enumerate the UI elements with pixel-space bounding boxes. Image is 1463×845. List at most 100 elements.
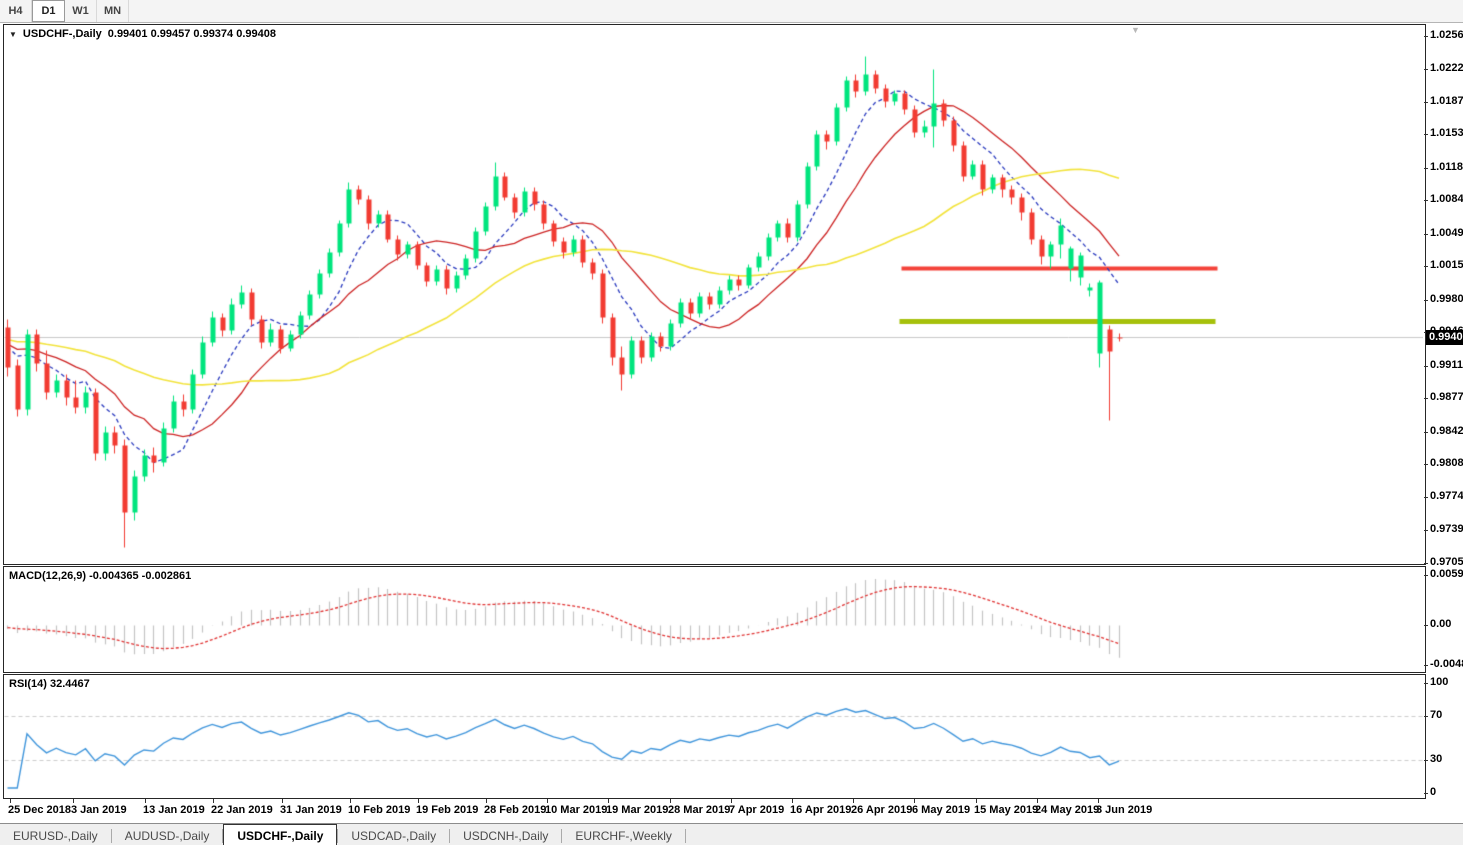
date-label: 22 Jan 2019: [211, 804, 273, 816]
macd-canvas[interactable]: [4, 567, 1423, 670]
axis-tick: [1424, 497, 1428, 498]
date-tick: [547, 799, 548, 803]
axis-tick: [1424, 36, 1428, 37]
date-tick: [145, 799, 146, 803]
date-label: 6 May 2019: [912, 804, 971, 816]
rsi-canvas[interactable]: [4, 675, 1423, 796]
price-tick-label: 1.02220: [1430, 62, 1463, 74]
chart-tab-usdchf[interactable]: USDCHF-,Daily: [223, 824, 338, 845]
date-tick: [914, 799, 915, 803]
timeframe-button-d1[interactable]: D1: [32, 0, 65, 22]
rsi-tick-label: 100: [1430, 676, 1449, 688]
date-label: 3 Jun 2019: [1096, 804, 1153, 816]
price-tick-label: 1.01870: [1430, 95, 1463, 107]
axis-tick: [1424, 575, 1428, 576]
date-tick: [73, 799, 74, 803]
axis-tick: [1424, 625, 1428, 626]
date-tick: [853, 799, 854, 803]
macd-label: MACD(12,26,9) -0.004365 -0.002861: [9, 570, 192, 582]
axis-tick: [1424, 683, 1428, 684]
date-label: 7 Apr 2019: [729, 804, 785, 816]
tab-separator: [110, 829, 112, 843]
price-tick-label: 1.00490: [1430, 227, 1463, 239]
chart-tab-audusd[interactable]: AUDUSD-,Daily: [124, 829, 210, 843]
date-tick: [792, 799, 793, 803]
macd-tick-label: -0.004858: [1430, 658, 1463, 670]
price-tick-label: 1.01530: [1430, 127, 1463, 139]
chart-title: ▼ USDCHF-,Daily 0.99401 0.99457 0.99374 …: [9, 28, 276, 40]
rsi-label: RSI(14) 32.4467: [9, 678, 90, 690]
current-price-tag: 0.99408: [1426, 330, 1463, 345]
date-tick: [282, 799, 283, 803]
chart-ohlc-readout: 0.99401 0.99457 0.99374 0.99408: [107, 28, 276, 40]
date-tick: [418, 799, 419, 803]
price-chart-canvas[interactable]: [4, 25, 1423, 562]
date-label: 24 May 2019: [1035, 804, 1100, 816]
symbol-dropdown-icon[interactable]: ▼: [9, 29, 17, 39]
date-label: 31 Jan 2019: [280, 804, 342, 816]
rsi-tick-label: 30: [1430, 753, 1443, 765]
axis-tick: [1424, 464, 1428, 465]
date-label: 19 Mar 2019: [606, 804, 669, 816]
timeframe-button-mn[interactable]: MN: [97, 0, 129, 22]
price-axis[interactable]: 1.02560 1.02220 1.01870 1.01530 1.01180 1.008…: [1424, 0, 1463, 845]
macd-tick-label: 0.005999: [1430, 568, 1463, 580]
price-tick-label: 1.02560: [1430, 29, 1463, 41]
axis-tick: [1424, 234, 1428, 235]
chart-tab-bar: EURUSD-,Daily AUDUSD-,Daily USDCHF-,Daily U…: [0, 823, 1463, 845]
date-label: 28 Mar 2019: [668, 804, 731, 816]
axis-tick: [1424, 69, 1428, 70]
axis-tick: [1424, 716, 1428, 717]
axis-tick: [1424, 563, 1428, 564]
date-tick: [350, 799, 351, 803]
date-tick: [1037, 799, 1038, 803]
chart-tab-usdcnh[interactable]: USDCNH-,Daily: [463, 829, 549, 843]
axis-tick: [1424, 300, 1428, 301]
date-tick: [213, 799, 214, 803]
macd-tick-label: 0.00: [1430, 618, 1452, 630]
tab-separator: [449, 829, 451, 843]
axis-tick: [1424, 102, 1428, 103]
macd-panel: MACD(12,26,9) -0.004365 -0.002861: [3, 566, 1426, 673]
chart-tab-eurchf[interactable]: EURCHF-,Weekly: [575, 829, 672, 843]
tab-separator: [561, 829, 563, 843]
date-tick: [731, 799, 732, 803]
timeframe-toolbar: H4 D1 W1 MN: [0, 0, 1463, 23]
chart-symbol-label: USDCHF-,Daily: [22, 28, 102, 40]
rsi-tick-label: 0: [1430, 786, 1437, 798]
tab-separator: [684, 829, 686, 843]
date-label: 3 Jan 2019: [71, 804, 127, 816]
date-label: 19 Feb 2019: [416, 804, 479, 816]
axis-tick: [1424, 266, 1428, 267]
tab-separator: [222, 829, 224, 843]
date-label: 13 Jan 2019: [143, 804, 205, 816]
date-label: 28 Feb 2019: [484, 804, 547, 816]
axis-tick: [1424, 793, 1428, 794]
timeframe-button-h4[interactable]: H4: [0, 0, 32, 22]
date-label: 25 Dec 2018: [8, 804, 71, 816]
rsi-panel: RSI(14) 32.4467: [3, 674, 1426, 799]
axis-tick: [1424, 168, 1428, 169]
date-label: 16 Apr 2019: [790, 804, 852, 816]
axis-tick: [1424, 432, 1428, 433]
axis-tick: [1424, 134, 1428, 135]
date-axis[interactable]: 25 Dec 2018 3 Jan 2019 13 Jan 2019 22 Jan 2…: [3, 798, 1425, 823]
date-tick: [976, 799, 977, 803]
chart-tab-eurusd[interactable]: EURUSD-,Daily: [13, 829, 98, 843]
date-tick: [1098, 799, 1099, 803]
axis-tick: [1424, 665, 1428, 666]
timeframe-button-w1[interactable]: W1: [65, 0, 97, 22]
chart-tab-usdcad[interactable]: USDCAD-,Daily: [351, 829, 437, 843]
axis-tick: [1424, 200, 1428, 201]
rsi-tick-label: 70: [1430, 709, 1443, 721]
axis-tick: [1424, 398, 1428, 399]
date-label: 10 Mar 2019: [545, 804, 608, 816]
